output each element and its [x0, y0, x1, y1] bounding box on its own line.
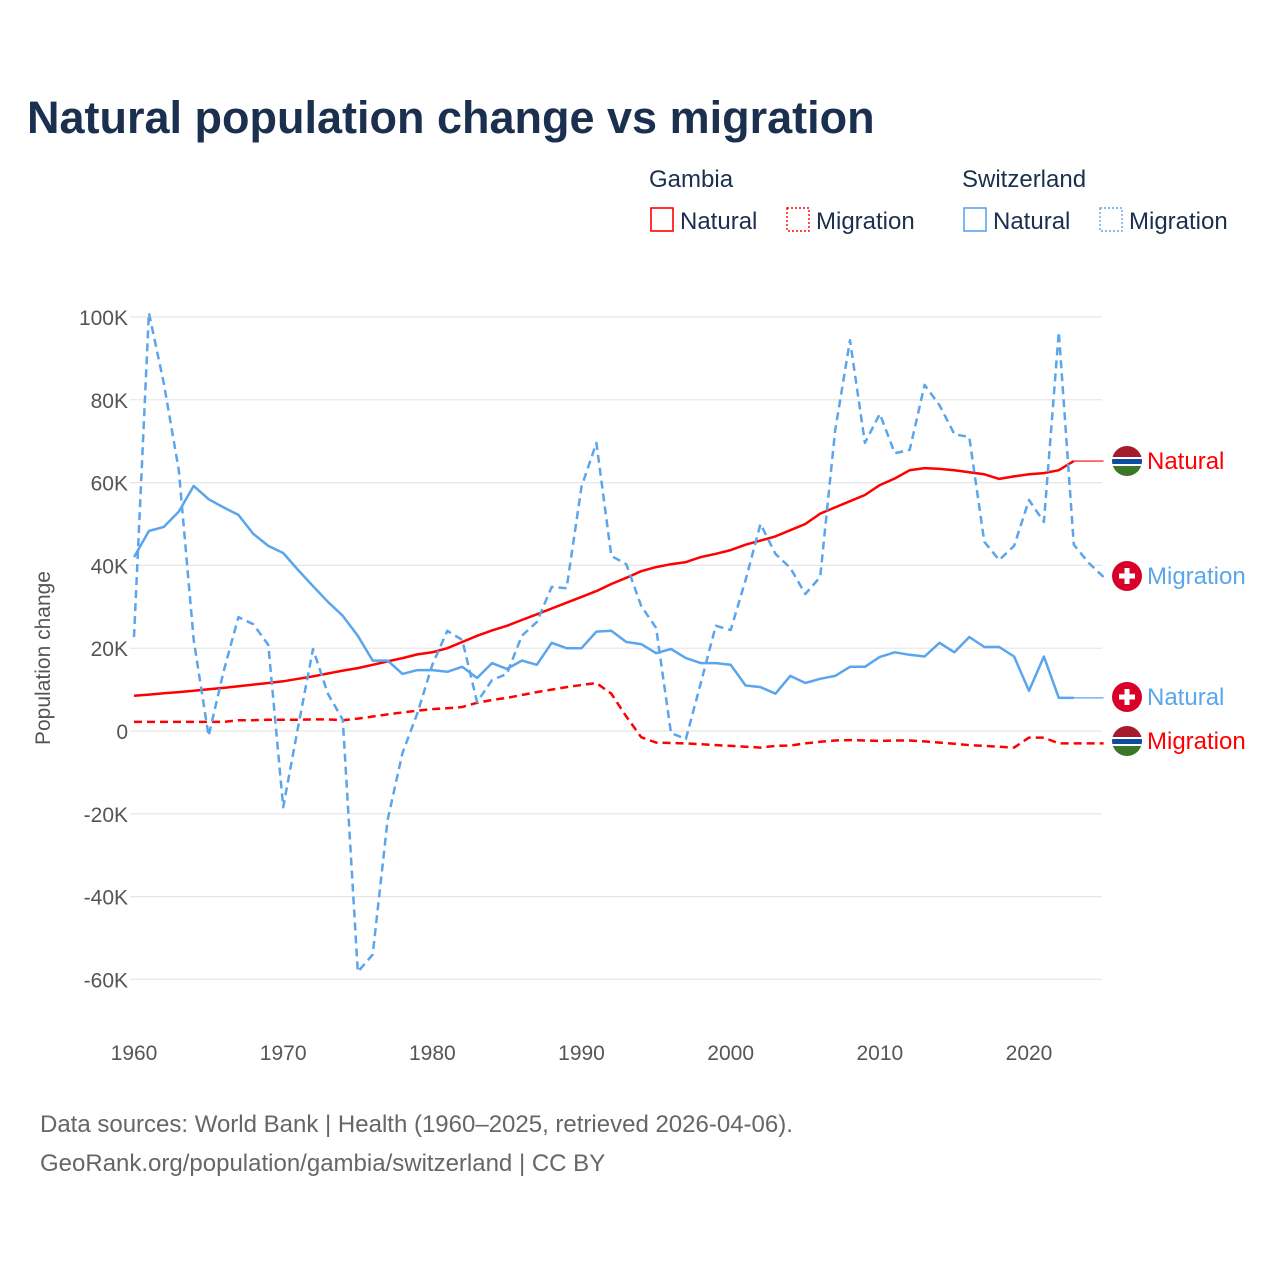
legend-swatch-switzerland-migration: [1099, 207, 1123, 232]
chart-title: Natural population change vs migration: [27, 92, 875, 143]
legend: Gambia Natural Migration Switzerland Nat…: [649, 166, 1228, 235]
footer-sources: Data sources: World Bank | Health (1960–…: [40, 1111, 793, 1138]
y-tick-label: 20K: [91, 638, 128, 661]
series-line-switzerland-migration[interactable]: [132, 311, 1105, 974]
x-axis: 1960 1970 1980 1990 2000 2010 2020: [111, 1042, 1053, 1065]
x-tick-label: 2000: [707, 1042, 754, 1065]
legend-label-switzerland-natural[interactable]: Natural: [993, 208, 1070, 235]
end-label: Migration: [1147, 728, 1246, 755]
x-tick-label: 1960: [111, 1042, 158, 1065]
y-tick-label: 100K: [79, 307, 128, 330]
footer-link[interactable]: GeoRank.org/population/gambia/switzerlan…: [40, 1150, 605, 1177]
y-tick-label: -20K: [84, 804, 128, 827]
gambia-flag-icon: [1112, 446, 1142, 476]
y-axis: 100K 80K 60K 40K 20K 0 -20K -40K -60K: [79, 307, 128, 992]
legend-label-gambia-migration[interactable]: Migration: [816, 208, 915, 235]
x-tick-label: 2020: [1006, 1042, 1053, 1065]
legend-label-gambia-natural[interactable]: Natural: [680, 208, 757, 235]
end-label: Natural: [1147, 448, 1224, 475]
legend-label-switzerland-migration[interactable]: Migration: [1129, 208, 1228, 235]
legend-swatch-gambia-migration: [786, 207, 810, 232]
x-tick-label: 2010: [856, 1042, 903, 1065]
legend-swatch-switzerland-natural: [963, 207, 987, 232]
end-label: Natural: [1147, 684, 1224, 711]
y-tick-label: 0: [116, 721, 128, 744]
y-tick-label: 60K: [91, 473, 128, 496]
gambia-flag-icon: [1112, 726, 1142, 756]
series-lines: [132, 311, 1105, 974]
y-tick-label: -60K: [84, 969, 128, 992]
gridlines: [130, 316, 1102, 981]
series-line-gambia-natural[interactable]: [133, 460, 1075, 698]
end-label: Migration: [1147, 563, 1246, 590]
switzerland-flag-icon: [1112, 561, 1142, 591]
x-tick-label: 1980: [409, 1042, 456, 1065]
series-line-switzerland-natural[interactable]: [132, 484, 1074, 700]
x-tick-label: 1970: [260, 1042, 307, 1065]
legend-group-switzerland: Switzerland: [962, 166, 1086, 193]
switzerland-flag-icon: [1112, 682, 1142, 712]
x-tick-label: 1990: [558, 1042, 605, 1065]
legend-group-gambia: Gambia: [649, 166, 734, 193]
y-axis-label: Population change: [32, 571, 55, 745]
y-tick-label: -40K: [84, 887, 128, 910]
series-line-gambia-migration[interactable]: [134, 681, 1104, 749]
legend-swatch-gambia-natural: [650, 207, 674, 232]
y-tick-label: 80K: [91, 390, 128, 413]
end-labels: Natural Migration Natural Migration: [1112, 446, 1246, 756]
y-tick-label: 40K: [91, 555, 128, 578]
